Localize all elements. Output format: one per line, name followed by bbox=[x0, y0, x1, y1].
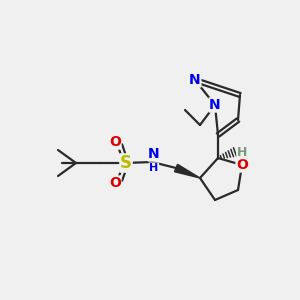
Text: H: H bbox=[237, 146, 247, 158]
Text: N: N bbox=[148, 147, 160, 161]
Text: O: O bbox=[109, 135, 121, 149]
Polygon shape bbox=[175, 164, 200, 178]
Text: S: S bbox=[120, 154, 132, 172]
Text: H: H bbox=[149, 163, 159, 173]
Text: O: O bbox=[236, 158, 248, 172]
Text: N: N bbox=[209, 98, 221, 112]
Text: O: O bbox=[109, 176, 121, 190]
Text: N: N bbox=[189, 73, 201, 87]
